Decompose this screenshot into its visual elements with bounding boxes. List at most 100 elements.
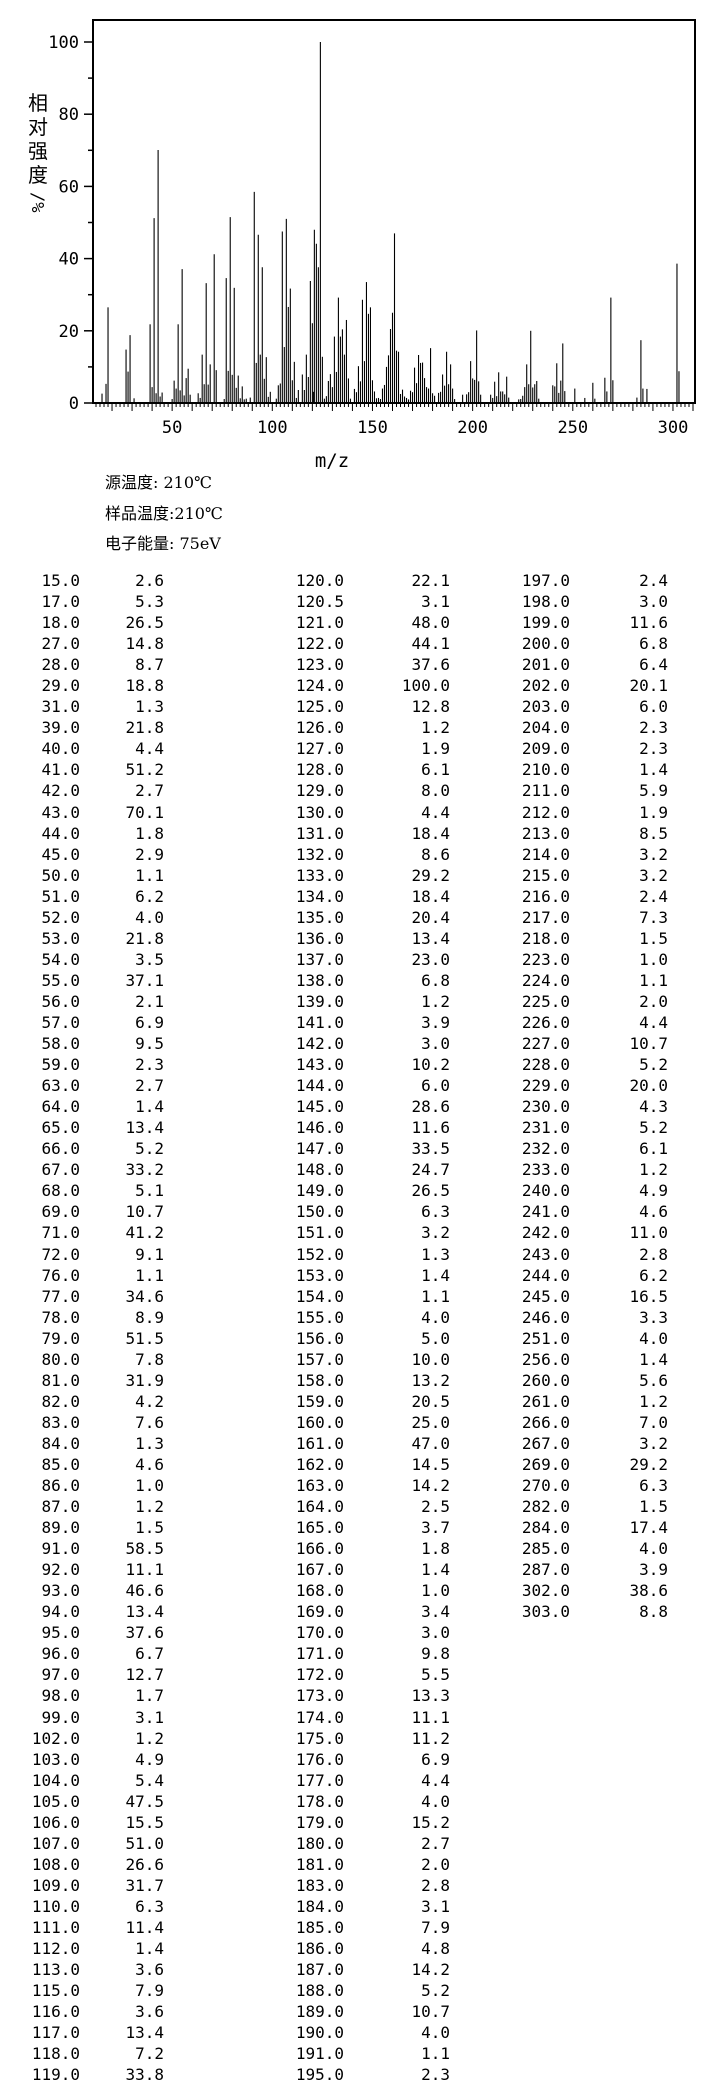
intensity-cell: 4.0 (639, 1328, 668, 1348)
mz-cell: 188.0 (295, 1981, 344, 2001)
mz-cell: 260.0 (521, 1370, 570, 1390)
mz-cell: 40.0 (41, 739, 80, 759)
mz-cell: 179.0 (295, 1812, 344, 1832)
intensity-cell: 28.6 (411, 1097, 450, 1117)
table-row: 85.0 4.6 (8, 1454, 164, 1475)
mz-cell: 45.0 (41, 844, 80, 864)
mz-cell: 121.0 (295, 613, 344, 633)
table-row: 202.0 20.1 (494, 675, 668, 696)
intensity-cell: 1.3 (135, 697, 164, 717)
table-row: 121.0 48.0 (270, 612, 450, 633)
mz-cell: 197.0 (521, 571, 570, 590)
table-row: 59.0 2.3 (8, 1054, 164, 1075)
mz-cell: 43.0 (41, 802, 80, 822)
mz-cell: 267.0 (521, 1433, 570, 1453)
table-row: 177.0 4.4 (270, 1770, 450, 1791)
intensity-cell: 7.9 (421, 1918, 450, 1937)
intensity-cell: 18.8 (125, 676, 164, 696)
intensity-cell: 12.7 (125, 1665, 164, 1685)
mz-cell: 226.0 (521, 1012, 570, 1032)
mz-cell: 87.0 (41, 1497, 80, 1517)
intensity-cell: 8.0 (421, 781, 450, 801)
mz-cell: 39.0 (41, 718, 80, 738)
mz-cell: 157.0 (295, 1349, 344, 1369)
intensity-cell: 4.0 (135, 907, 164, 927)
table-row: 168.0 1.0 (270, 1580, 450, 1601)
electron-energy: 电子能量: 75eV (105, 534, 221, 553)
intensity-cell: 3.2 (639, 865, 668, 885)
intensity-cell: 22.1 (411, 571, 450, 590)
table-row: 228.0 5.2 (494, 1054, 668, 1075)
table-column-3: 197.0 2.4 198.0 3.0 199.0 11.6 200.0 6.8 201.0 6.… (494, 570, 668, 1622)
intensity-cell: 15.2 (411, 1812, 450, 1832)
intensity-cell: 11.4 (125, 1918, 164, 1937)
mz-cell: 99.0 (41, 1707, 80, 1727)
mz-cell: 203.0 (521, 697, 570, 717)
intensity-cell: 3.2 (639, 844, 668, 864)
intensity-cell: 5.2 (639, 1118, 668, 1138)
table-row: 269.0 29.2 (494, 1454, 668, 1475)
mz-cell: 52.0 (41, 907, 80, 927)
intensity-cell: 13.4 (125, 1602, 164, 1622)
table-row: 130.0 4.4 (270, 802, 450, 823)
table-column-2: 120.0 22.1 120.5 3.1 121.0 48.0 122.0 44.1 123.0… (270, 570, 450, 2085)
mz-cell: 142.0 (295, 1034, 344, 1054)
table-row: 266.0 7.0 (494, 1412, 668, 1433)
intensity-cell: 8.6 (421, 844, 450, 864)
intensity-cell: 11.1 (411, 1707, 450, 1727)
intensity-cell: 70.1 (125, 802, 164, 822)
mz-cell: 27.0 (41, 634, 80, 654)
table-row: 43.0 70.1 (8, 802, 164, 823)
intensity-cell: 11.1 (125, 1560, 164, 1580)
table-row: 51.0 6.2 (8, 886, 164, 907)
x-tick-label: 250 (557, 418, 588, 438)
mz-cell: 133.0 (295, 865, 344, 885)
intensity-cell: 8.7 (135, 655, 164, 675)
table-row: 135.0 20.4 (270, 907, 450, 928)
intensity-cell: 5.0 (421, 1328, 450, 1348)
table-row: 143.0 10.2 (270, 1054, 450, 1075)
intensity-cell: 3.9 (421, 1012, 450, 1032)
table-row: 198.0 3.0 (494, 591, 668, 612)
table-row: 212.0 1.9 (494, 802, 668, 823)
mz-cell: 251.0 (521, 1328, 570, 1348)
mz-cell: 98.0 (41, 1686, 80, 1706)
intensity-cell: 6.0 (639, 697, 668, 717)
intensity-cell: 1.4 (421, 1560, 450, 1580)
mz-cell: 225.0 (521, 991, 570, 1011)
intensity-cell: 4.4 (135, 739, 164, 759)
intensity-cell: 1.3 (421, 1244, 450, 1264)
table-row: 89.0 1.5 (8, 1517, 164, 1538)
mz-cell: 204.0 (521, 718, 570, 738)
table-row: 18.0 26.5 (8, 612, 164, 633)
intensity-cell: 100.0 (401, 676, 450, 696)
table-row: 144.0 6.0 (270, 1075, 450, 1096)
mz-cell: 116.0 (31, 2002, 80, 2022)
intensity-cell: 2.3 (639, 739, 668, 759)
table-row: 199.0 11.6 (494, 612, 668, 633)
table-row: 232.0 6.1 (494, 1138, 668, 1159)
table-row: 191.0 1.1 (270, 2043, 450, 2064)
intensity-cell: 1.3 (135, 1433, 164, 1453)
mz-cell: 171.0 (295, 1644, 344, 1664)
mz-cell: 119.0 (31, 2065, 80, 2085)
mz-cell: 224.0 (521, 970, 570, 990)
mz-cell: 233.0 (521, 1160, 570, 1180)
x-tick-label: 300 (658, 418, 689, 438)
intensity-cell: 16.5 (629, 1286, 668, 1306)
mz-cell: 29.0 (41, 676, 80, 696)
intensity-cell: 47.0 (411, 1433, 450, 1453)
intensity-cell: 11.0 (629, 1223, 668, 1243)
table-row: 302.0 38.6 (494, 1580, 668, 1601)
intensity-cell: 29.2 (629, 1454, 668, 1474)
mz-cell: 175.0 (295, 1728, 344, 1748)
table-row: 92.0 11.1 (8, 1559, 164, 1580)
intensity-cell: 6.3 (135, 1896, 164, 1916)
intensity-cell: 3.3 (639, 1307, 668, 1327)
table-row: 104.0 5.4 (8, 1770, 164, 1791)
intensity-cell: 41.2 (125, 1223, 164, 1243)
mz-cell: 118.0 (31, 2044, 80, 2064)
table-row: 78.0 8.9 (8, 1307, 164, 1328)
table-row: 229.0 20.0 (494, 1075, 668, 1096)
mz-cell: 141.0 (295, 1012, 344, 1032)
